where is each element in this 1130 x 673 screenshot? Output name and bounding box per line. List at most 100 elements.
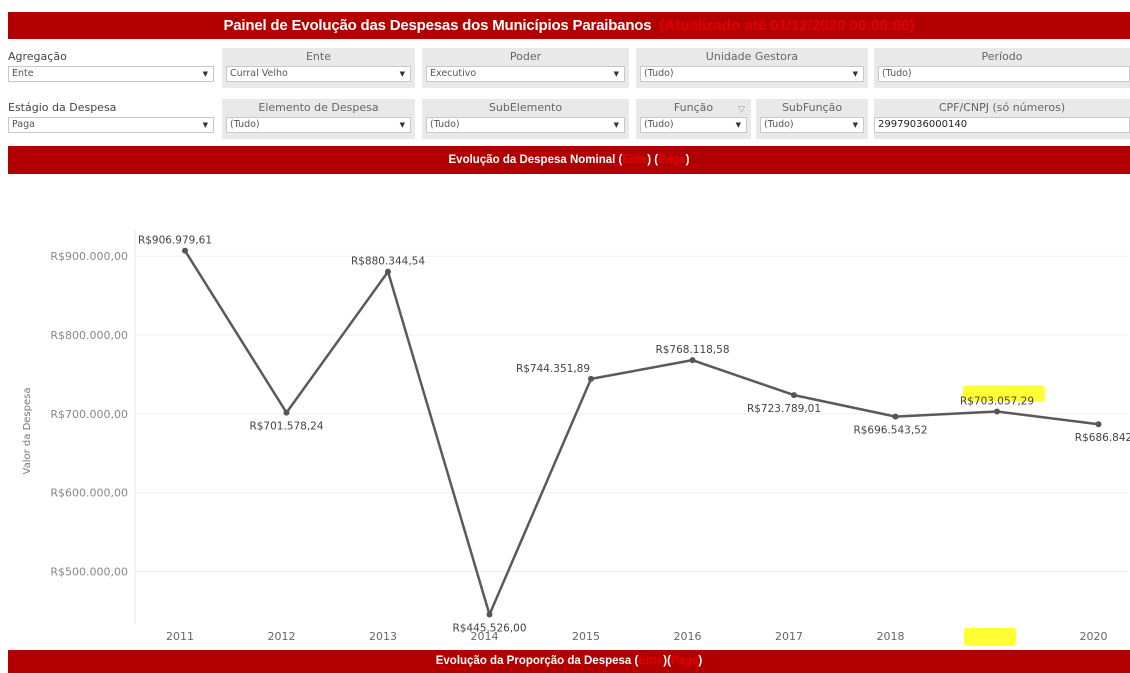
highlight-marker <box>964 628 1016 646</box>
elemento-select[interactable]: (Tudo) ▼ <box>226 117 411 133</box>
filter-funcao-label: Função ▽ <box>636 99 751 116</box>
unidade-gestora-value: (Tudo) <box>644 68 674 79</box>
y-tick-label: R$800.000,00 <box>50 329 128 342</box>
agregacao-select[interactable]: Ente ▼ <box>8 66 214 82</box>
filter-cpf-label: CPF/CNPJ (só números) <box>938 101 1066 114</box>
filter-agregacao-label: Agregação <box>8 50 67 63</box>
section-proporcao-mid: )( <box>663 655 671 667</box>
chevron-down-icon: ▼ <box>852 70 858 78</box>
section-header-nominal: Evolução da Despesa Nominal (Ente) (Paga… <box>8 146 1130 174</box>
dashboard-title-bar: Painel de Evolução das Despesas dos Muni… <box>8 12 1130 39</box>
section-header-proporcao: Evolução da Proporção da Despesa (Ente)(… <box>8 650 1130 673</box>
subfuncao-select[interactable]: (Tudo) ▼ <box>760 117 864 133</box>
x-tick-label: 2016 <box>674 630 702 643</box>
poder-value: Executivo <box>430 68 477 79</box>
chevron-down-icon: ▼ <box>202 121 208 129</box>
data-point <box>385 268 391 275</box>
funcao-select[interactable]: (Tudo) ▼ <box>640 117 747 133</box>
filter-subelemento-label: SubElemento <box>488 101 563 114</box>
x-tick-label: 2013 <box>369 630 397 643</box>
data-point <box>283 409 290 416</box>
y-tick-label: R$700.000,00 <box>50 408 128 421</box>
dashboard-title: Painel de Evolução das Despesas dos Muni… <box>223 17 652 34</box>
section-nominal-suffix: ) <box>685 154 690 166</box>
chevron-down-icon: ▼ <box>613 121 619 129</box>
x-tick-label: 2012 <box>268 630 296 643</box>
subelemento-value: (Tudo) <box>430 119 460 130</box>
data-label: R$696.543,52 <box>853 425 927 437</box>
filter-ente: Ente Curral Velho ▼ <box>222 48 415 88</box>
data-label: R$723.789,01 <box>747 403 821 415</box>
data-label: R$768.118,58 <box>655 344 729 356</box>
filter-funcao: Função ▽ (Tudo) ▼ <box>636 99 751 139</box>
filter-unidade-gestora: Unidade Gestora (Tudo) ▼ <box>636 48 868 88</box>
x-tick-label: 2020 <box>1080 630 1108 643</box>
section-nominal-prefix: Evolução da Despesa Nominal ( <box>448 154 623 166</box>
filter-poder-label: Poder <box>509 50 542 63</box>
estagio-select[interactable]: Paga ▼ <box>8 117 214 133</box>
data-point <box>892 413 899 420</box>
y-tick-label: R$600.000,00 <box>50 487 128 500</box>
chevron-down-icon: ▼ <box>852 121 858 129</box>
x-tick-label: 2011 <box>166 630 194 643</box>
filter-subelemento: SubElemento (Tudo) ▼ <box>422 99 629 139</box>
data-point <box>486 611 493 618</box>
data-point <box>994 408 1000 415</box>
data-label: R$686.842 <box>1075 432 1130 444</box>
section-nominal-estagio: Paga <box>658 154 686 166</box>
section-proporcao-estagio: Paga <box>670 655 699 667</box>
data-point <box>588 375 594 382</box>
data-label: R$880.344,54 <box>351 256 425 268</box>
subelemento-select[interactable]: (Tudo) ▼ <box>426 117 625 133</box>
highlights <box>963 385 1045 646</box>
subfuncao-value: (Tudo) <box>764 119 794 130</box>
data-point <box>689 357 696 364</box>
agregacao-value: Ente <box>12 68 34 79</box>
filter-estagio: Estágio da Despesa Paga ▼ <box>8 99 214 133</box>
data-label: R$744.351,89 <box>516 363 590 375</box>
estagio-value: Paga <box>12 119 35 130</box>
unidade-gestora-select[interactable]: (Tudo) ▼ <box>640 66 864 82</box>
ente-select[interactable]: Curral Velho ▼ <box>226 66 411 82</box>
filter-estagio-label: Estágio da Despesa <box>8 101 117 114</box>
chevron-down-icon: ▼ <box>399 121 405 129</box>
y-axis-label: Valor da Despesa <box>22 388 33 475</box>
cpf-input[interactable]: 29979036000140 <box>874 117 1130 133</box>
y-tick-label: R$500.000,00 <box>50 566 128 579</box>
series-line <box>183 250 1099 616</box>
x-tick-label: 2017 <box>775 630 803 643</box>
periodo-select[interactable]: (Tudo) <box>878 66 1130 82</box>
filter-elemento-label: Elemento de Despesa <box>258 101 379 114</box>
filter-poder: Poder Executivo ▼ <box>422 48 629 88</box>
data-label: R$701.578,24 <box>249 421 323 433</box>
y-tick-label: R$900.000,00 <box>50 250 128 263</box>
data-point <box>182 247 188 254</box>
x-tick-label: 2014 <box>471 630 499 643</box>
poder-select[interactable]: Executivo ▼ <box>426 66 625 82</box>
x-axis-ticks: 2011201220132014201520162017201820192020 <box>166 630 1108 643</box>
updated-timestamp: (Atualizado até 01/12/2020 00:00:00) <box>659 17 915 34</box>
section-proporcao-prefix: Evolução da Proporção da Despesa ( <box>435 655 639 667</box>
filter-funnel-icon[interactable]: ▽ <box>738 105 745 115</box>
funcao-value: (Tudo) <box>644 119 674 130</box>
filter-elemento: Elemento de Despesa (Tudo) ▼ <box>222 99 415 139</box>
x-tick-label: 2015 <box>572 630 600 643</box>
section-proporcao-suffix: ) <box>698 655 703 667</box>
section-proporcao-ente: Ente <box>638 655 664 667</box>
data-label: R$445.526,00 <box>452 622 526 634</box>
filter-agregacao: Agregação Ente ▼ <box>8 48 214 82</box>
chevron-down-icon: ▼ <box>202 70 208 78</box>
data-point <box>1095 421 1102 428</box>
filter-cpf: CPF/CNPJ (só números) 29979036000140 <box>874 99 1130 139</box>
filter-subfuncao-label: SubFunção <box>781 101 843 114</box>
highlight-marker <box>963 385 1045 402</box>
data-points <box>182 247 1102 618</box>
data-label: R$703.057,29 <box>960 395 1034 407</box>
filter-periodo: Período (Tudo) <box>874 48 1130 88</box>
x-tick-label: 2018 <box>877 630 905 643</box>
section-nominal-mid: ) ( <box>647 154 659 166</box>
y-axis-ticks: R$500.000,00 R$600.000,00 R$700.000,00 R$80… <box>50 250 128 578</box>
filter-ente-label: Ente <box>305 50 331 63</box>
section-nominal-ente: Ente <box>622 154 648 166</box>
data-labels: R$906.979,61 R$701.578,24 R$880.344,54 R$44… <box>138 235 1130 635</box>
